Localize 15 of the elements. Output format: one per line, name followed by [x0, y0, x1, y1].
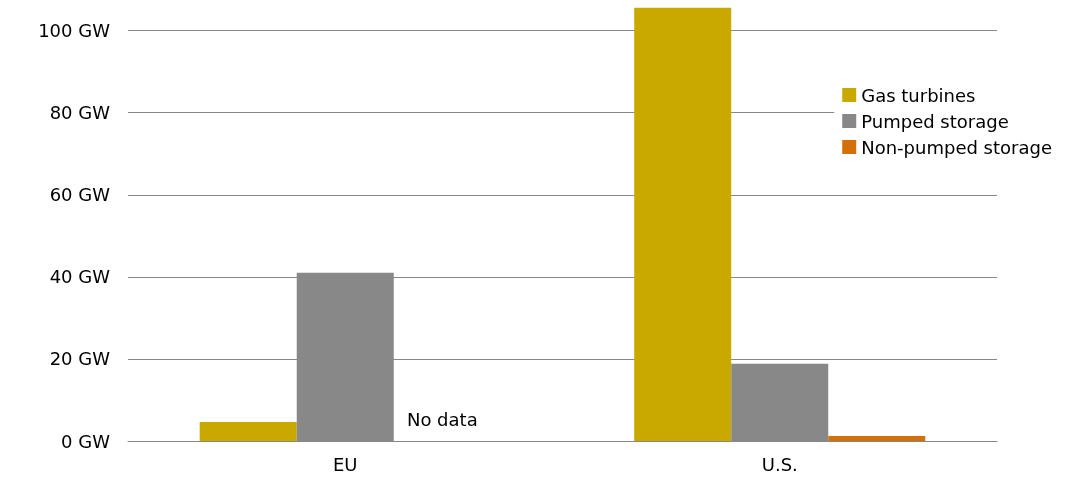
annotation: No data: [406, 408, 478, 430]
y-tick-label: 60 GW: [49, 184, 111, 206]
y-tick-label: 0 GW: [61, 430, 111, 452]
legend-label: Non-pumped storage: [861, 136, 1053, 158]
y-tick-label: 100 GW: [38, 20, 111, 42]
y-tick-label: 40 GW: [49, 266, 111, 288]
bar: [828, 436, 926, 441]
bar: [634, 7, 732, 441]
x-tick-label: U.S.: [761, 453, 798, 475]
legend-label: Gas turbines: [861, 84, 976, 106]
bar: [199, 422, 297, 441]
y-tick-label: 20 GW: [49, 348, 111, 370]
legend-label: Pumped storage: [861, 110, 1009, 132]
y-tick-label: 80 GW: [49, 102, 111, 124]
x-tick-label: EU: [332, 453, 358, 475]
